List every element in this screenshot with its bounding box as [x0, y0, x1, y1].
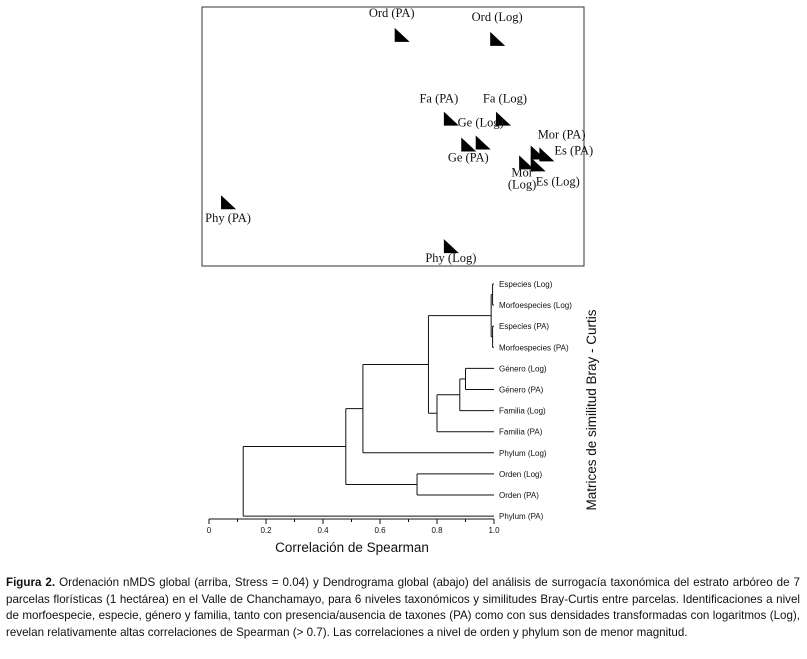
nmds-point-marker [495, 111, 511, 126]
dendrogram-leaf-label: Familia (PA) [499, 428, 543, 437]
dendrogram-leaf-label: Género (PA) [499, 386, 544, 395]
x-axis-tick-label: 0.4 [317, 526, 329, 535]
figure: Ord (PA) Ord (Log) Fa (PA) Fa (Log) Ge (Log)… [201, 6, 599, 555]
nmds-point-label: Phy (PA) [205, 211, 251, 225]
dendrogram-leaf-label: Especies (PA) [499, 322, 549, 331]
side-label: Matrices de similitud Bray - Curtis [584, 309, 599, 510]
dendrogram-leaf-label: Phylum (PA) [499, 512, 544, 521]
dendrogram-leaf-label: Especies (Log) [499, 280, 553, 289]
nmds-point-label: Fa (Log) [483, 92, 527, 106]
x-axis-tick-label: 1.0 [488, 526, 500, 535]
nmds-point-marker [519, 155, 535, 170]
nmds-point-marker [443, 239, 459, 254]
x-axis-title: Correlación de Spearman [275, 540, 429, 555]
dendrogram-leaf-label: Phylum (Log) [499, 449, 547, 458]
dendrogram-leaf-label: Orden (Log) [499, 470, 542, 479]
nmds-point-label: (Log) [508, 177, 536, 191]
dendrogram-leaf-label: Morfoespecies (Log) [499, 301, 572, 310]
nmds-point-label: Ge (Log) [458, 115, 504, 129]
dendrogram: Especies (Log) Morfoespecies (Log) Especie… [207, 280, 599, 555]
dendrogram-leaf-label: Familia (Log) [499, 407, 546, 416]
x-axis-tick-label: 0.2 [260, 526, 272, 535]
nmds-point-marker [539, 147, 555, 162]
figure-caption: Figura 2. Ordenación nMDS global (arriba… [6, 575, 800, 641]
x-axis-tick-label: 0.8 [431, 526, 443, 535]
nmds-frame [201, 6, 585, 267]
nmds-point-label: Mor [511, 165, 533, 179]
nmds-point-marker [443, 111, 459, 126]
dendrogram-leaf-label: Género (Log) [499, 364, 547, 373]
nmds-plot: Ord (PA) Ord (Log) Fa (PA) Fa (Log) Ge (Log)… [201, 6, 593, 267]
nmds-point-marker [530, 157, 546, 172]
nmds-point-marker [490, 31, 506, 46]
dendrogram-leaf-label: Morfoespecies (PA) [499, 343, 569, 352]
nmds-point-marker [221, 195, 237, 210]
nmds-point-marker [394, 27, 410, 42]
nmds-point-label: Ord (PA) [369, 6, 415, 20]
nmds-point-label: Ord (Log) [472, 10, 523, 24]
nmds-point-label: Phy (Log) [425, 251, 476, 265]
nmds-point-label: Fa (PA) [419, 92, 458, 106]
dendrogram-leaf-label: Orden (PA) [499, 491, 539, 500]
x-axis-tick-label: 0.6 [374, 526, 386, 535]
nmds-point-marker [461, 137, 477, 152]
nmds-point-label: Ge (PA) [448, 150, 489, 164]
caption-text: Ordenación nMDS global (arriba, Stress =… [6, 576, 800, 639]
nmds-point-label: Es (Log) [536, 174, 580, 188]
nmds-point-label: Es (PA) [554, 143, 593, 157]
caption-label: Figura 2. [6, 576, 56, 589]
nmds-point-marker [475, 135, 491, 150]
x-axis-tick-label: 0 [207, 526, 212, 535]
nmds-point-label: Mor (PA) [538, 127, 586, 141]
